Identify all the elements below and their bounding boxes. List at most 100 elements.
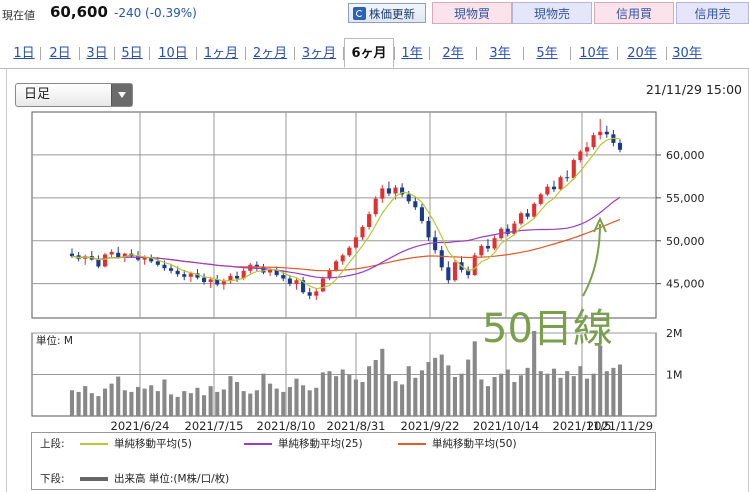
annotation-label: 50日線 [482, 306, 613, 352]
candle-body [518, 213, 524, 224]
candle-body [406, 194, 411, 202]
tab-period-15[interactable]: 30年 [672, 46, 702, 61]
tab-period-10[interactable]: 2年 [442, 46, 464, 61]
quote-header: 現在値 60,600 -240 (-0.39%) 株価更新 現物買 現物売 信用… [0, 0, 749, 30]
tab-separator [570, 47, 571, 60]
candle-body [202, 277, 207, 282]
spot-buy-button[interactable]: 現物買 [432, 2, 512, 24]
interval-select-value: 日足 [24, 87, 51, 102]
volume-bar [393, 381, 398, 416]
candle-body [426, 221, 431, 238]
tab-period-4[interactable]: 10日 [158, 46, 188, 61]
candle-body [525, 213, 530, 217]
candle-body [446, 267, 451, 281]
tab-separator [196, 47, 197, 60]
candle-body [347, 247, 352, 256]
candle-body [538, 194, 543, 204]
volume-bar [294, 378, 299, 416]
volume-bar [340, 369, 345, 416]
candle-body [135, 256, 141, 260]
tab-period-7[interactable]: 3ヶ月 [301, 46, 337, 61]
margin-buy-button[interactable]: 信用買 [594, 2, 674, 24]
candle-body [565, 177, 570, 179]
volume-bar [215, 391, 220, 416]
volume-bar [571, 376, 576, 416]
volume-bar [116, 376, 121, 416]
tab-period-8[interactable]: 6ヶ月 [344, 38, 394, 68]
candle-body [380, 188, 385, 199]
tab-period-1[interactable]: 2日 [49, 46, 71, 61]
legend-ma25-label: 単純移動平均(25) [278, 438, 363, 450]
x-axis-label: 2021/6/24 [111, 419, 170, 433]
tab-period-2[interactable]: 3日 [86, 46, 108, 61]
volume-bar [122, 390, 127, 416]
candle-body [102, 254, 108, 267]
volume-bar [334, 376, 339, 416]
volume-bar [472, 341, 477, 416]
tab-period-0[interactable]: 1日 [13, 46, 35, 61]
candle-body [182, 274, 187, 277]
candle-body [281, 275, 286, 279]
tab-period-3[interactable]: 5日 [121, 46, 143, 61]
price-tick-label: 45,000 [666, 278, 705, 291]
tab-period-13[interactable]: 10年 [579, 46, 609, 61]
price-tick-label: 55,000 [666, 192, 705, 205]
tab-separator [79, 47, 80, 60]
candle-body [367, 214, 372, 228]
volume-bar [485, 386, 490, 416]
tab-period-5[interactable]: 1ヶ月 [203, 46, 239, 61]
refresh-price-button[interactable]: 株価更新 [348, 3, 426, 23]
volume-bar [512, 381, 517, 416]
tab-period-11[interactable]: 3年 [489, 46, 511, 61]
volume-bar [301, 385, 306, 416]
volume-bar [386, 374, 391, 416]
volume-bar [202, 395, 207, 416]
volume-bar [149, 385, 154, 416]
volume-tick-label: 1M [666, 369, 683, 382]
volume-bar [525, 367, 530, 416]
volume-unit-label: 単位: M [36, 334, 73, 347]
tab-period-12[interactable]: 5年 [536, 46, 558, 61]
volume-bar [367, 366, 372, 416]
tab-separator [429, 47, 430, 60]
volume-bar [248, 393, 253, 416]
x-axis-label: 2021/8/10 [257, 419, 316, 433]
candle-body [512, 223, 517, 234]
volume-bar [83, 386, 88, 416]
volume-bar [518, 375, 524, 416]
volume-bar [604, 371, 609, 416]
x-axis-label: 2021/11/29 [587, 419, 653, 433]
period-tabs: 1日 2日 3日 5日 10日 1ヶ月 2ヶ月 3ヶ月 6ヶ月 1年 2年 3年 5年 10年 20年 30年 [0, 38, 749, 69]
tab-period-14[interactable]: 20年 [627, 46, 657, 61]
candle-body [307, 292, 312, 296]
candle-body [188, 273, 193, 277]
candle-body [558, 177, 563, 190]
volume-bar [281, 391, 286, 416]
tab-separator [394, 47, 395, 60]
tab-period-6[interactable]: 2ヶ月 [252, 46, 288, 61]
candle-body [215, 279, 220, 285]
candle-body [584, 147, 590, 152]
margin-sell-button[interactable]: 信用売 [676, 2, 749, 24]
candle-body [162, 264, 167, 269]
candle-body [109, 251, 114, 255]
spot-sell-button[interactable]: 現物売 [512, 2, 592, 24]
tab-period-9[interactable]: 1年 [401, 46, 423, 61]
interval-select[interactable]: 日足 [15, 83, 133, 107]
candle-body [340, 255, 345, 262]
candle-body [532, 203, 537, 217]
volume-bar [168, 394, 174, 416]
volume-bar [182, 391, 187, 416]
x-axis-label: 2021/7/15 [185, 419, 244, 433]
legend-ma25-swatch [244, 443, 272, 445]
candle-body [419, 207, 424, 222]
candle-body [314, 291, 319, 296]
volume-bar [598, 345, 603, 416]
x-axis-label: 2021/8/31 [327, 419, 386, 433]
volume-bar [426, 362, 431, 416]
volume-bar [353, 379, 358, 416]
volume-bar [452, 376, 457, 416]
volume-bar [261, 373, 266, 416]
volume-bar [466, 359, 471, 416]
candle-body [578, 151, 583, 161]
